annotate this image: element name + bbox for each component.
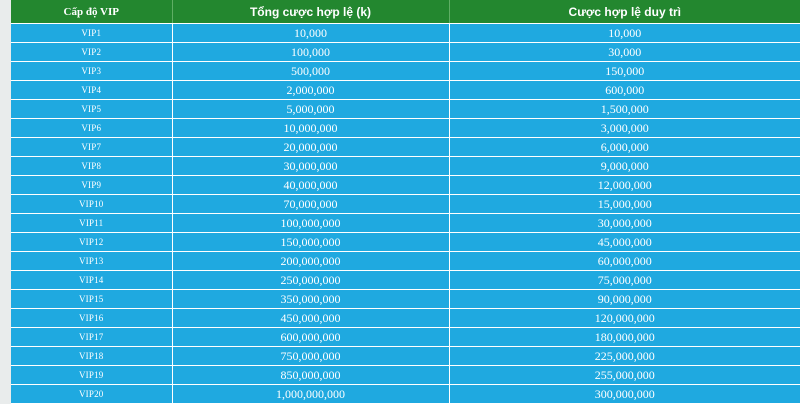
cell-vip-level: VIP1 — [11, 23, 173, 43]
header-total-valid-bet: Tổng cược hợp lệ (k) — [172, 0, 450, 24]
cell-total-valid-bet: 40,000,000 — [172, 175, 450, 195]
cell-vip-level: VIP4 — [11, 80, 173, 100]
cell-vip-level: VIP20 — [11, 384, 173, 404]
cell-maintain-valid-bet: 15,000,000 — [449, 194, 800, 214]
cell-vip-level: VIP12 — [11, 232, 173, 252]
cell-vip-level: VIP6 — [11, 118, 173, 138]
cell-vip-level: VIP18 — [11, 346, 173, 366]
table-row: VIP6 10,000,000 3,000,000 — [11, 118, 800, 138]
cell-maintain-valid-bet: 150,000 — [449, 61, 800, 81]
cell-vip-level: VIP11 — [11, 213, 173, 233]
table-row: VIP12 150,000,000 45,000,000 — [11, 232, 800, 252]
cell-maintain-valid-bet: 45,000,000 — [449, 232, 800, 252]
cell-maintain-valid-bet: 3,000,000 — [449, 118, 800, 138]
table-row: VIP16 450,000,000 120,000,000 — [11, 308, 800, 328]
cell-vip-level: VIP14 — [11, 270, 173, 290]
table-body: VIP1 10,000 10,000 VIP2 100,000 30,000 VIP3 500… — [11, 23, 800, 404]
table-row: VIP9 40,000,000 12,000,000 — [11, 175, 800, 195]
cell-total-valid-bet: 150,000,000 — [172, 232, 450, 252]
cell-maintain-valid-bet: 10,000 — [449, 23, 800, 43]
cell-total-valid-bet: 2,000,000 — [172, 80, 450, 100]
header-maintain-valid-bet: Cược hợp lệ duy trì — [449, 0, 800, 24]
cell-maintain-valid-bet: 60,000,000 — [449, 251, 800, 271]
cell-maintain-valid-bet: 90,000,000 — [449, 289, 800, 309]
cell-vip-level: VIP5 — [11, 99, 173, 119]
cell-total-valid-bet: 750,000,000 — [172, 346, 450, 366]
cell-maintain-valid-bet: 9,000,000 — [449, 156, 800, 176]
table-row: VIP10 70,000,000 15,000,000 — [11, 194, 800, 214]
cell-maintain-valid-bet: 120,000,000 — [449, 308, 800, 328]
cell-total-valid-bet: 450,000,000 — [172, 308, 450, 328]
cell-vip-level: VIP8 — [11, 156, 173, 176]
table-row: VIP11 100,000,000 30,000,000 — [11, 213, 800, 233]
cell-total-valid-bet: 200,000,000 — [172, 251, 450, 271]
cell-vip-level: VIP19 — [11, 365, 173, 385]
cell-maintain-valid-bet: 255,000,000 — [449, 365, 800, 385]
cell-total-valid-bet: 500,000 — [172, 61, 450, 81]
table-row: VIP1 10,000 10,000 — [11, 23, 800, 43]
table-row: VIP3 500,000 150,000 — [11, 61, 800, 81]
cell-maintain-valid-bet: 30,000,000 — [449, 213, 800, 233]
header-vip-level: Cấp độ VIP — [11, 0, 173, 24]
table-row: VIP15 350,000,000 90,000,000 — [11, 289, 800, 309]
cell-vip-level: VIP13 — [11, 251, 173, 271]
cell-total-valid-bet: 1,000,000,000 — [172, 384, 450, 404]
cell-vip-level: VIP7 — [11, 137, 173, 157]
cell-vip-level: VIP15 — [11, 289, 173, 309]
table-row: VIP17 600,000,000 180,000,000 — [11, 327, 800, 347]
cell-vip-level: VIP17 — [11, 327, 173, 347]
table-row: VIP2 100,000 30,000 — [11, 42, 800, 62]
cell-maintain-valid-bet: 180,000,000 — [449, 327, 800, 347]
table-header-row: Cấp độ VIP Tổng cược hợp lệ (k) Cược hợp… — [11, 0, 800, 24]
cell-maintain-valid-bet: 6,000,000 — [449, 137, 800, 157]
cell-total-valid-bet: 350,000,000 — [172, 289, 450, 309]
cell-total-valid-bet: 250,000,000 — [172, 270, 450, 290]
table-row: VIP7 20,000,000 6,000,000 — [11, 137, 800, 157]
table-row: VIP19 850,000,000 255,000,000 — [11, 365, 800, 385]
cell-total-valid-bet: 20,000,000 — [172, 137, 450, 157]
cell-total-valid-bet: 30,000,000 — [172, 156, 450, 176]
cell-vip-level: VIP10 — [11, 194, 173, 214]
cell-maintain-valid-bet: 1,500,000 — [449, 99, 800, 119]
cell-maintain-valid-bet: 30,000 — [449, 42, 800, 62]
cell-total-valid-bet: 100,000 — [172, 42, 450, 62]
cell-total-valid-bet: 10,000 — [172, 23, 450, 43]
cell-maintain-valid-bet: 300,000,000 — [449, 384, 800, 404]
table-row: VIP13 200,000,000 60,000,000 — [11, 251, 800, 271]
cell-total-valid-bet: 70,000,000 — [172, 194, 450, 214]
vip-level-table: Cấp độ VIP Tổng cược hợp lệ (k) Cược hợp… — [11, 0, 800, 404]
cell-total-valid-bet: 5,000,000 — [172, 99, 450, 119]
cell-vip-level: VIP9 — [11, 175, 173, 195]
cell-maintain-valid-bet: 225,000,000 — [449, 346, 800, 366]
cell-maintain-valid-bet: 600,000 — [449, 80, 800, 100]
cell-total-valid-bet: 850,000,000 — [172, 365, 450, 385]
table-row: VIP8 30,000,000 9,000,000 — [11, 156, 800, 176]
table-row: VIP20 1,000,000,000 300,000,000 — [11, 384, 800, 404]
cell-vip-level: VIP16 — [11, 308, 173, 328]
cell-vip-level: VIP3 — [11, 61, 173, 81]
cell-maintain-valid-bet: 75,000,000 — [449, 270, 800, 290]
table-row: VIP4 2,000,000 600,000 — [11, 80, 800, 100]
table-row: VIP5 5,000,000 1,500,000 — [11, 99, 800, 119]
cell-vip-level: VIP2 — [11, 42, 173, 62]
table-row: VIP18 750,000,000 225,000,000 — [11, 346, 800, 366]
cell-total-valid-bet: 100,000,000 — [172, 213, 450, 233]
table-row: VIP14 250,000,000 75,000,000 — [11, 270, 800, 290]
cell-maintain-valid-bet: 12,000,000 — [449, 175, 800, 195]
cell-total-valid-bet: 10,000,000 — [172, 118, 450, 138]
cell-total-valid-bet: 600,000,000 — [172, 327, 450, 347]
